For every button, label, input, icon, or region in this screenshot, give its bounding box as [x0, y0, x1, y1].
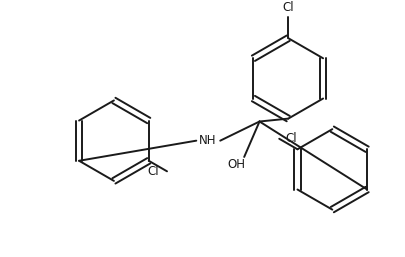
- Text: NH: NH: [198, 134, 216, 147]
- Text: Cl: Cl: [282, 1, 293, 14]
- Text: Cl: Cl: [147, 165, 159, 178]
- Text: OH: OH: [227, 158, 245, 171]
- Text: Cl: Cl: [284, 132, 296, 145]
